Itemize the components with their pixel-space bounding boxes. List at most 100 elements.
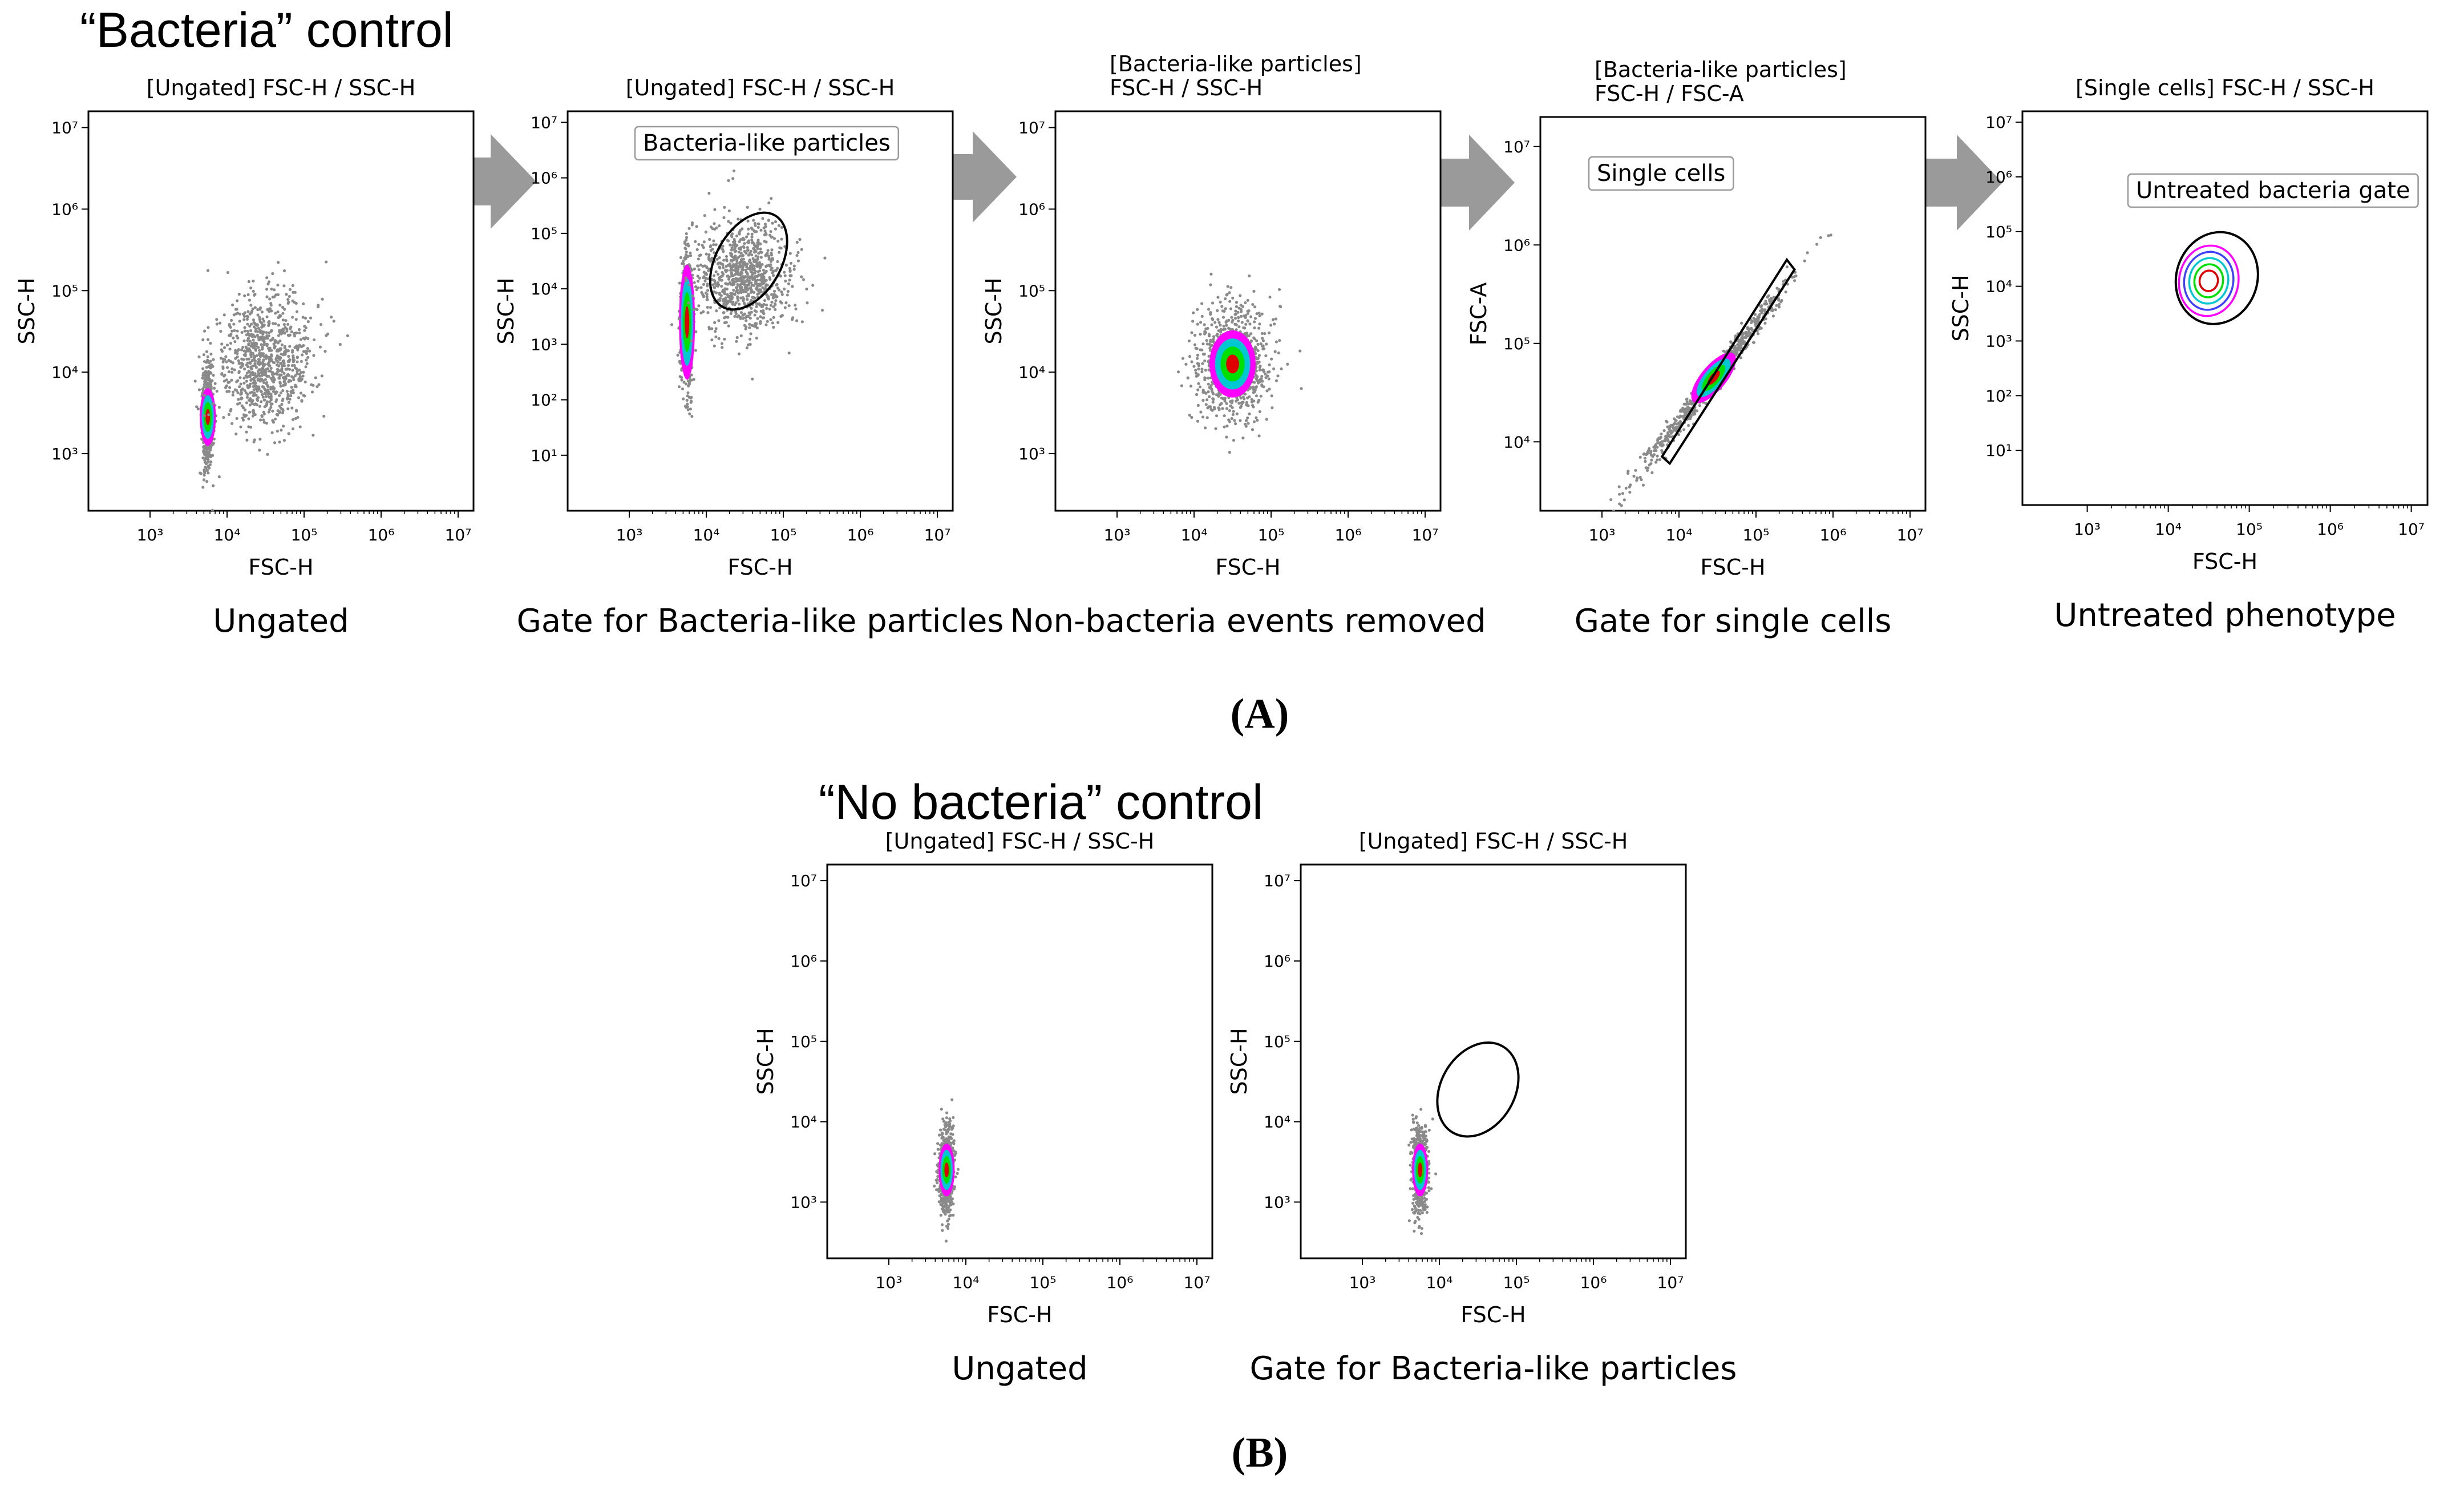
event-dot: [1229, 286, 1233, 289]
event-dot: [277, 324, 280, 327]
event-dot: [1267, 377, 1271, 381]
event-dot: [1216, 296, 1220, 299]
event-dot: [761, 217, 764, 220]
event-dot: [286, 322, 290, 326]
event-dot: [256, 378, 260, 382]
event-dot: [787, 282, 791, 285]
gate-ellipse-a5[interactable]: [2164, 221, 2269, 335]
event-dot: [1684, 402, 1688, 406]
event-dot: [269, 304, 273, 307]
event-dot: [301, 374, 305, 378]
event-dot: [1609, 498, 1613, 502]
event-dot: [212, 437, 216, 441]
event-dot: [230, 367, 234, 370]
ylabel-a5: SSC-H: [1948, 274, 1973, 341]
event-dot: [770, 300, 774, 304]
event-dot: [733, 237, 736, 241]
event-dot: [290, 350, 294, 354]
event-dot: [265, 331, 268, 334]
event-dot: [1264, 354, 1268, 358]
event-dot: [258, 418, 262, 422]
event-dot: [1233, 419, 1236, 422]
event-dot: [759, 264, 763, 268]
event-dot: [276, 409, 280, 413]
event-dot: [256, 324, 259, 328]
event-dot: [240, 392, 243, 395]
event-dot: [1689, 402, 1692, 405]
event-dot: [1618, 492, 1621, 496]
event-dot: [314, 376, 317, 379]
event-dot: [282, 269, 286, 273]
event-dot: [754, 249, 758, 253]
event-dot: [770, 248, 774, 252]
event-dot: [686, 391, 690, 394]
event-dot: [266, 453, 269, 456]
xtick-label-a3-0: 10³: [1104, 526, 1131, 544]
event-dot: [1199, 348, 1202, 352]
event-dot: [746, 287, 750, 290]
event-dot: [742, 288, 745, 292]
event-dot: [284, 326, 287, 329]
event-dot: [746, 205, 749, 209]
event-dot: [734, 280, 738, 283]
event-dot: [723, 337, 726, 341]
event-dot: [1261, 339, 1265, 342]
event-dot: [258, 349, 261, 352]
event-dot: [297, 328, 301, 332]
event-dot: [684, 276, 687, 280]
event-dot: [251, 381, 255, 385]
event-dot: [254, 342, 258, 346]
event-dot: [778, 246, 782, 249]
xtick-label-a4-4: 10⁷: [1897, 526, 1924, 544]
event-dot: [1266, 374, 1269, 378]
event-dot: [755, 326, 759, 330]
event-dot: [288, 345, 292, 348]
event-dot: [1682, 410, 1686, 413]
event-dot: [1645, 469, 1649, 472]
gate-band-a4[interactable]: [1660, 257, 1796, 466]
event-dot: [746, 219, 750, 223]
event-dot: [1651, 455, 1654, 458]
event-dot: [746, 248, 750, 252]
event-dot: [1235, 328, 1238, 332]
event-dot: [1219, 324, 1222, 327]
gate-ellipse-a2[interactable]: [694, 199, 803, 323]
gate-label-a2: Bacteria-like particles: [643, 130, 891, 156]
event-dot: [264, 354, 268, 357]
xlabel-a2: FSC-H: [727, 555, 792, 580]
event-dot: [1252, 385, 1255, 389]
event-dot: [706, 284, 709, 288]
event-dot: [680, 262, 684, 265]
event-dot: [243, 414, 246, 417]
ytick-label-a5-3: 10⁴: [1985, 277, 2012, 296]
event-dot: [277, 394, 281, 397]
event-dot: [705, 266, 709, 269]
event-dot: [1190, 415, 1193, 419]
event-dot: [258, 437, 262, 441]
event-dot: [250, 335, 254, 338]
event-dot: [227, 413, 230, 416]
event-dot: [778, 288, 781, 292]
event-dot: [1230, 417, 1233, 421]
event-dot: [250, 390, 254, 394]
event-dot: [699, 263, 703, 266]
event-dot: [752, 229, 756, 232]
event-dot: [293, 290, 297, 294]
event-dot: [1244, 419, 1248, 422]
event-dot: [685, 243, 688, 247]
event-dot: [1268, 296, 1272, 299]
event-dot: [727, 179, 730, 183]
event-dot: [260, 310, 264, 314]
event-dot: [1793, 274, 1797, 278]
event-dot: [776, 240, 780, 243]
event-dot: [1782, 280, 1785, 283]
event-dot: [1676, 415, 1680, 419]
event-dot: [276, 310, 280, 314]
event-dot: [751, 257, 755, 260]
event-dot: [1636, 477, 1639, 480]
event-dot: [311, 434, 315, 437]
event-dot: [227, 370, 230, 374]
event-dot: [276, 283, 280, 287]
event-dot: [252, 394, 255, 397]
